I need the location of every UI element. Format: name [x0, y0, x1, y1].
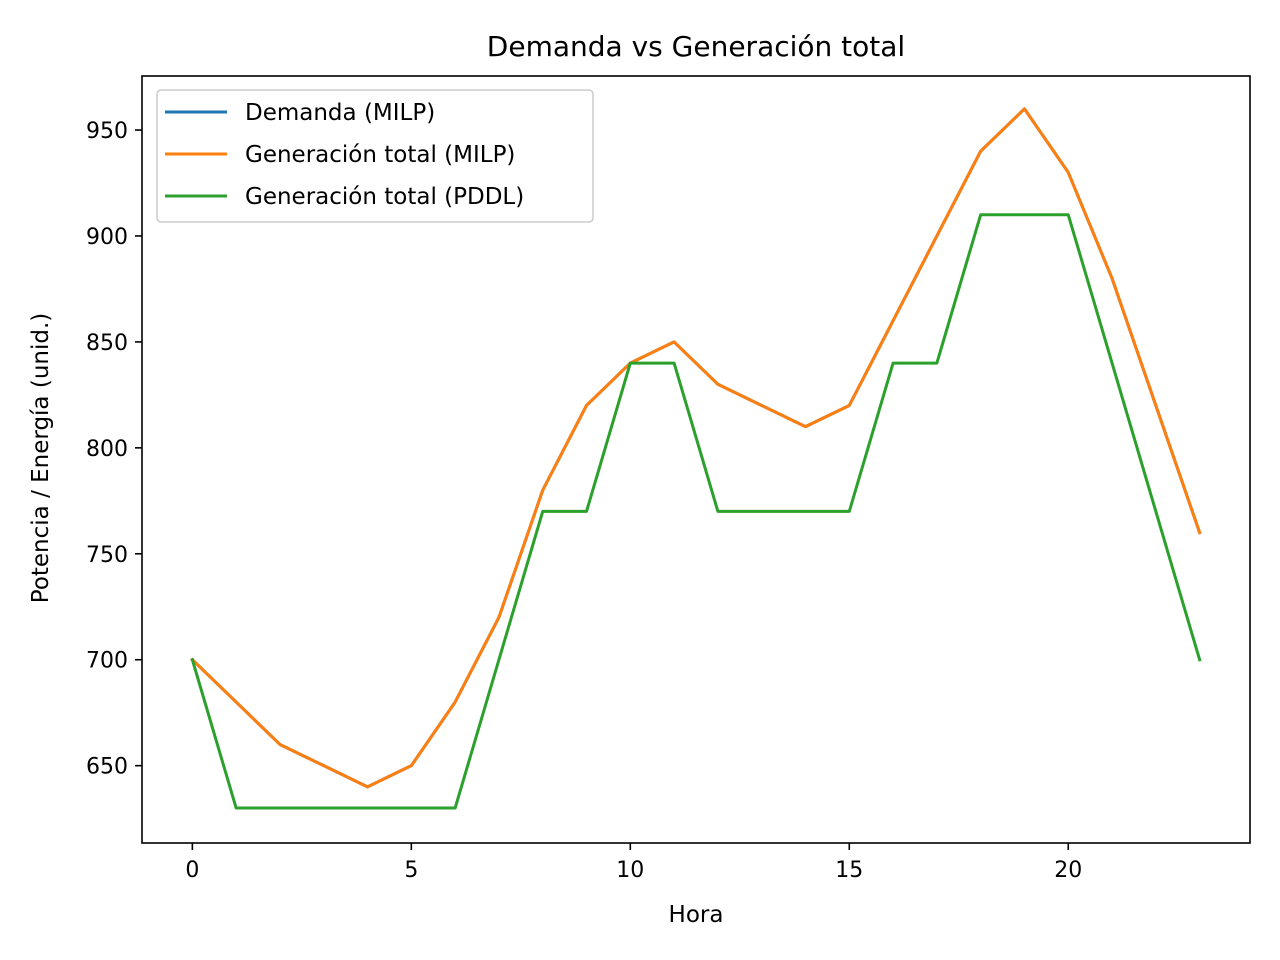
y-tick-label: 750: [86, 543, 128, 568]
legend: Demanda (MILP) Generación total (MILP) Gen…: [156, 89, 594, 223]
y-tick-label: 950: [86, 119, 128, 144]
y-tick-label: 700: [86, 649, 128, 674]
x-axis-label: Hora: [669, 902, 724, 928]
series-line-2: [190, 107, 1202, 789]
legend-label-2: Generación total (MILP): [245, 142, 515, 168]
x-tick-label: 15: [835, 858, 863, 883]
legend-label-3: Generación total (PDDL): [245, 184, 524, 210]
x-tick-label: 0: [185, 858, 199, 883]
plot-frame: [141, 75, 1251, 844]
y-tick-label: 650: [86, 755, 128, 780]
y-axis-label: Potencia / Energía (unid.): [28, 313, 54, 603]
series-line-3: [190, 213, 1202, 810]
y-tick-label: 900: [86, 225, 128, 250]
series-layer: [190, 107, 1202, 810]
legend-label-1: Demanda (MILP): [245, 100, 435, 126]
x-tick-label: 10: [616, 858, 644, 883]
chart-title: Demanda vs Generación total: [487, 30, 905, 63]
x-tick-label: 20: [1054, 858, 1082, 883]
x-tick-label: 5: [404, 858, 418, 883]
y-tick-label: 850: [86, 331, 128, 356]
y-tick-label: 800: [86, 437, 128, 462]
axes-layer: 0 5 10 15 20 650 700 750 800 850 900 950: [86, 75, 1251, 883]
legend-box: [156, 89, 594, 223]
